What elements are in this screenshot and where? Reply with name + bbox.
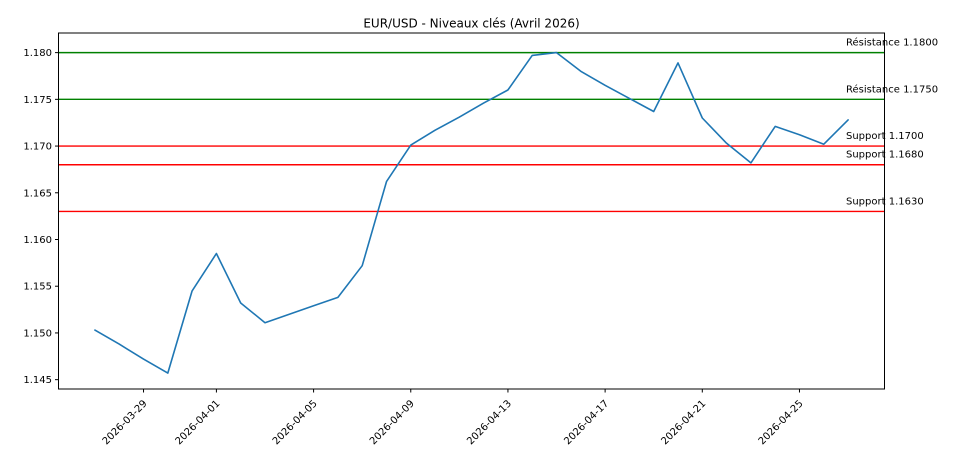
y-tick-label: 1.175 [23, 95, 52, 106]
chart-title: EUR/USD - Niveaux clés (Avril 2026) [363, 17, 579, 31]
price-line [94, 51, 849, 374]
x-tick-label: 2026-04-13 [465, 398, 514, 447]
x-tick-label: 2026-04-25 [757, 398, 806, 447]
resistance-label: Résistance 1.1750 [846, 83, 938, 95]
x-tick-label: 2026-04-09 [368, 398, 417, 447]
y-tick-label: 1.145 [23, 375, 52, 386]
y-tick-label: 1.155 [23, 282, 52, 293]
support-label: Support 1.1700 [846, 131, 924, 142]
y-tick-label: 1.180 [23, 48, 52, 59]
x-tick-label: 2026-04-01 [174, 398, 223, 447]
axes-spines [58, 32, 885, 390]
resistance-label: Résistance 1.1800 [846, 37, 938, 49]
support-label: Support 1.1680 [846, 150, 924, 161]
support-label: Support 1.1630 [846, 196, 924, 207]
y-tick-label: 1.160 [23, 235, 52, 246]
x-tick-label: 2026-04-21 [660, 398, 709, 447]
x-tick-label: 2026-03-29 [101, 398, 150, 447]
y-tick-label: 1.165 [23, 188, 52, 199]
x-tick-label: 2026-04-05 [271, 398, 320, 447]
y-tick-label: 1.170 [23, 142, 52, 153]
x-tick-label: 2026-04-17 [562, 398, 611, 447]
y-tick-label: 1.150 [23, 328, 52, 339]
